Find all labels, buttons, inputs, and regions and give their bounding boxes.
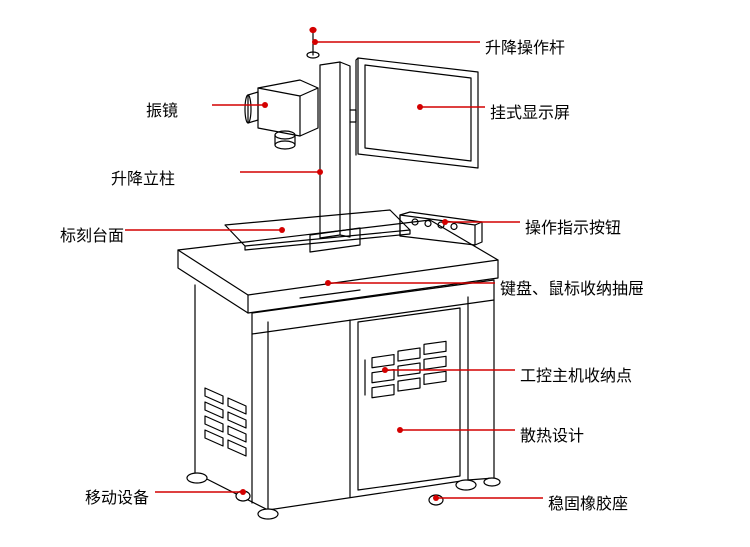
label-column: 升降立柱 (111, 165, 175, 189)
label-mobile: 移动设备 (85, 484, 149, 508)
label-drawer: 键盘、鼠标收纳抽屉 (500, 275, 644, 299)
label-host: 工控主机收纳点 (520, 362, 632, 386)
label-monitor: 挂式显示屏 (490, 99, 570, 123)
label-galvo: 振镜 (146, 97, 178, 121)
label-panel: 操作指示按钮 (525, 214, 621, 238)
label-feet: 稳固橡胶座 (548, 490, 628, 514)
label-worktable: 标刻台面 (60, 222, 124, 246)
label-lift-lever: 升降操作杆 (485, 34, 565, 58)
machine-drawing (0, 0, 750, 547)
label-cooling: 散热设计 (520, 422, 584, 446)
